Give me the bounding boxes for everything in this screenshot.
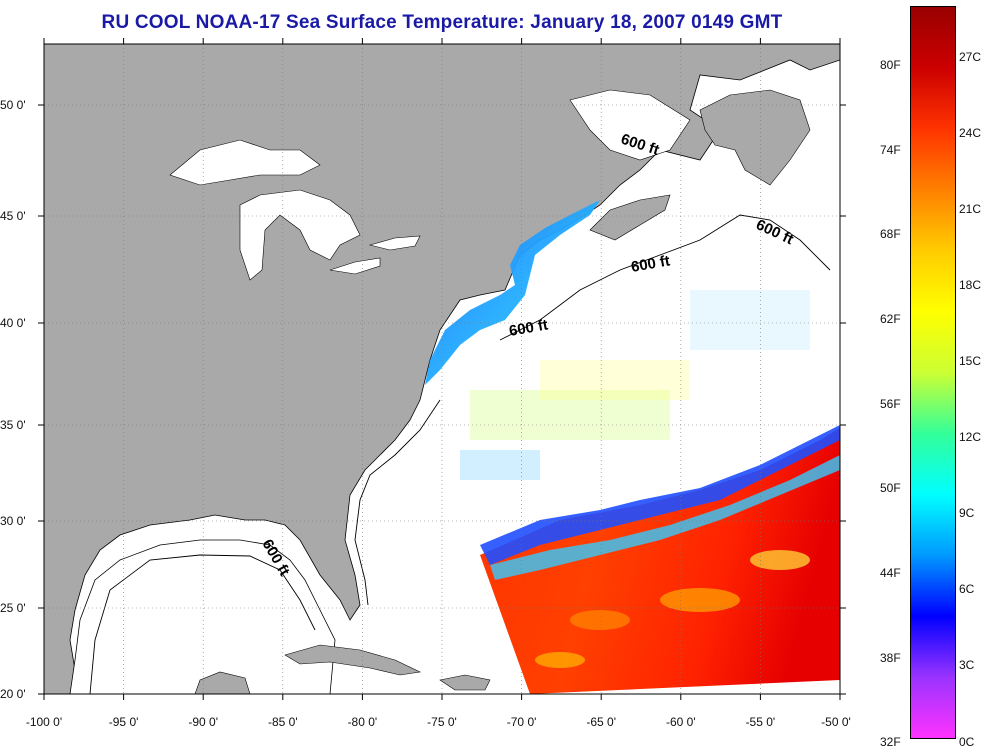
colorbar-f-label: 56F	[880, 397, 901, 411]
lon-tick-label: -75 0'	[427, 715, 457, 729]
hispaniola	[439, 674, 491, 691]
lat-tick-label: 45 0'	[0, 209, 26, 223]
lon-tick-label: -50 0'	[821, 715, 851, 729]
lon-tick-label: -100 0'	[26, 715, 62, 729]
colorbar-f-label: 32F	[880, 735, 901, 749]
colorbar-f-label: 68F	[880, 227, 901, 241]
colorbar-c-label: 21C	[959, 202, 982, 216]
lake-superior	[169, 139, 321, 186]
colorbar-c-label: 3C	[959, 658, 975, 672]
colorbar-c-label: 12C	[959, 430, 982, 444]
lat-tick-label: 35 0'	[0, 418, 26, 432]
chart-title: RU COOL NOAA-17 Sea Surface Temperature:…	[101, 12, 783, 33]
contour-label-3: 600 ft	[630, 252, 672, 276]
isobath-600ft-north	[499, 214, 831, 341]
colorbar-c-label: 18C	[959, 278, 982, 292]
sst-speckle	[460, 290, 810, 480]
colorbar-c-label: 27C	[959, 50, 982, 64]
colorbar-c-label: 0C	[959, 735, 975, 749]
lat-tick-labels: 20 0' 25 0' 30 0' 35 0' 40 0' 45 0' 50 0…	[0, 98, 26, 701]
lon-tick-label: -85 0'	[268, 715, 298, 729]
lon-tick-labels: -100 0' -95 0' -90 0' -85 0' -80 0' -75 …	[26, 715, 851, 729]
colorbar-c-label: 24C	[959, 126, 982, 140]
lake-michigan-huron	[239, 189, 361, 281]
colorbar-c-label: 6C	[959, 582, 975, 596]
tick-marks	[38, 38, 846, 700]
lat-tick-label: 30 0'	[0, 514, 26, 528]
newfoundland	[699, 89, 811, 186]
isobath-600ft-gulf	[89, 554, 316, 694]
lat-tick-label: 20 0'	[0, 687, 26, 701]
lat-tick-label: 40 0'	[0, 316, 26, 330]
gulf-st-lawrence	[569, 89, 691, 161]
yucatan	[194, 671, 251, 694]
lon-tick-label: -90 0'	[188, 715, 218, 729]
lon-tick-label: -65 0'	[586, 715, 616, 729]
lon-tick-label: -80 0'	[348, 715, 378, 729]
lon-tick-label: -60 0'	[666, 715, 696, 729]
sst-warm-swath	[480, 428, 840, 694]
colorbar-f-label: 50F	[880, 481, 901, 495]
colorbar-c-label: 15C	[959, 354, 982, 368]
colorbar-f-label: 44F	[880, 566, 901, 580]
cuba	[284, 644, 422, 676]
sst-coastal-cold	[425, 200, 600, 385]
lon-tick-label: -55 0'	[746, 715, 776, 729]
colorbar-f-label: 74F	[880, 143, 901, 157]
contour-label-4: 600 ft	[508, 316, 550, 340]
sst-front-cyan	[490, 455, 840, 580]
colorbar-f-label: 80F	[880, 58, 901, 72]
nova-scotia	[589, 194, 671, 241]
isobath-600ft	[354, 399, 441, 606]
colorbar	[910, 6, 956, 739]
gulf-of-mexico	[69, 539, 336, 694]
lat-tick-label: 25 0'	[0, 601, 26, 615]
colorbar-f-label: 38F	[880, 651, 901, 665]
colorbar-c-label: 9C	[959, 506, 975, 520]
sst-warm-patches	[535, 550, 810, 668]
lake-erie-ontario	[329, 235, 421, 275]
lon-tick-label: -95 0'	[109, 715, 139, 729]
sst-map: 600 ft 600 ft 600 ft 600 ft 600 ft -100 …	[0, 38, 851, 729]
colorbar-f-label: 62F	[880, 312, 901, 326]
gridlines	[44, 44, 840, 694]
lat-tick-label: 50 0'	[0, 98, 26, 112]
sst-front-blue	[480, 425, 840, 565]
lon-tick-label: -70 0'	[507, 715, 537, 729]
